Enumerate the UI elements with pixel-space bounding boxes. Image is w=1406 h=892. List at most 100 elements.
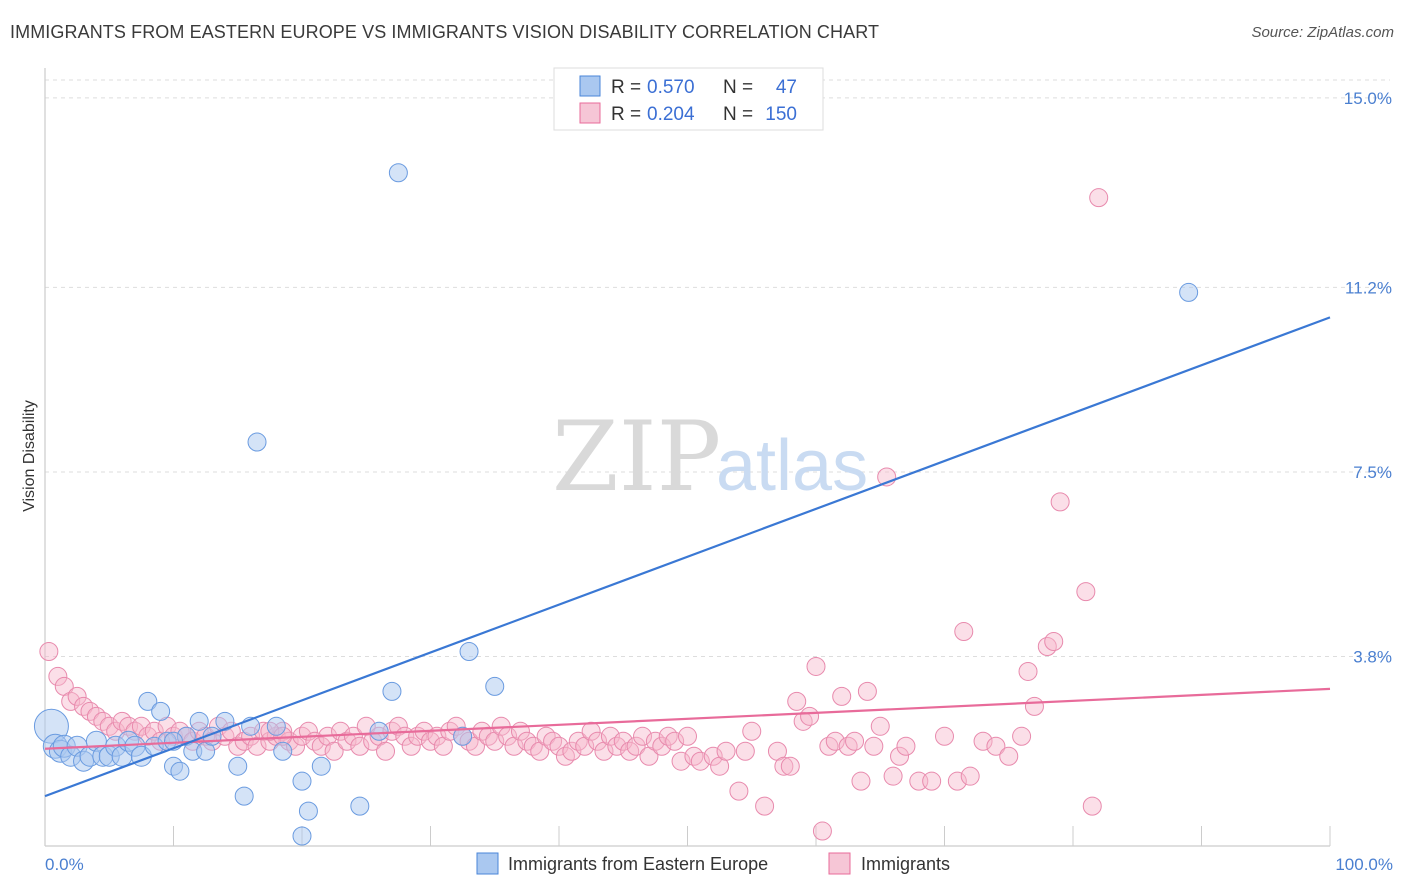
immigrants-point bbox=[742, 721, 762, 741]
immigrants-point bbox=[472, 721, 492, 741]
immigrants-point bbox=[80, 701, 100, 721]
immigrants-point bbox=[787, 691, 807, 711]
immigrants-point bbox=[61, 691, 81, 711]
stats-legend-r-value-blue: 0.570 bbox=[647, 77, 695, 98]
y-tick-label-0: 3.8% bbox=[1353, 647, 1392, 666]
immigrants-point bbox=[658, 726, 678, 746]
immigrants-point bbox=[678, 726, 697, 746]
immigrants-point bbox=[131, 716, 151, 736]
immigrants-point bbox=[421, 731, 440, 751]
stats-legend-r-value-pink: 0.204 bbox=[647, 104, 695, 125]
immigrants-point bbox=[890, 746, 910, 766]
eastern-europe-point bbox=[247, 432, 267, 452]
eastern-europe-point bbox=[485, 676, 505, 696]
immigrants-point bbox=[112, 711, 132, 731]
immigrants-point bbox=[800, 706, 820, 726]
immigrants-point bbox=[1024, 696, 1044, 716]
x-tick-label-0: 0.0% bbox=[45, 855, 84, 874]
immigrants-trend-line bbox=[44, 687, 1331, 750]
immigrants-point bbox=[376, 741, 396, 761]
immigrants-point bbox=[99, 716, 119, 736]
immigrants-point bbox=[388, 716, 408, 736]
immigrants-point bbox=[311, 736, 331, 756]
immigrants-point bbox=[825, 731, 845, 751]
immigrants-point bbox=[48, 666, 68, 686]
immigrants-point bbox=[74, 696, 94, 716]
bottom-legend-swatch-immigrants bbox=[828, 852, 851, 875]
eastern-europe-point bbox=[298, 801, 318, 821]
y-tick-label-2: 11.2% bbox=[1345, 278, 1392, 297]
eastern-europe-point bbox=[453, 726, 473, 746]
immigrants-point bbox=[523, 736, 543, 756]
x-ticks bbox=[173, 826, 1331, 846]
eastern-europe-point bbox=[234, 786, 254, 806]
watermark: ZIP atlas bbox=[552, 401, 868, 513]
immigrants-point bbox=[671, 751, 691, 771]
stats-legend-n-label-pink: N = bbox=[723, 104, 753, 125]
immigrants-point bbox=[626, 736, 646, 756]
immigrants-point bbox=[838, 736, 858, 756]
immigrants-point bbox=[1050, 492, 1070, 512]
stats-legend-r-label-blue: R = bbox=[611, 77, 641, 98]
immigrants-point bbox=[517, 731, 537, 751]
immigrants-point bbox=[343, 726, 363, 746]
immigrants-point bbox=[600, 726, 620, 746]
eastern-europe-point bbox=[292, 826, 312, 846]
immigrants-point bbox=[543, 731, 563, 751]
eastern-europe-point bbox=[170, 761, 190, 781]
eastern-europe-point bbox=[273, 741, 293, 761]
eastern-europe-point bbox=[292, 771, 312, 791]
immigrants-point bbox=[684, 746, 704, 766]
immigrants-point bbox=[960, 766, 980, 786]
trend-lines bbox=[44, 316, 1331, 798]
stats-legend-r-label-pink: R = bbox=[611, 104, 641, 125]
immigrants-point bbox=[812, 821, 832, 841]
eastern-europe-point bbox=[228, 756, 248, 776]
immigrants-point bbox=[845, 731, 865, 751]
eastern-europe-point bbox=[350, 796, 370, 816]
immigrants-point bbox=[935, 726, 954, 746]
eastern-europe-point bbox=[215, 711, 235, 731]
immigrants-point bbox=[555, 746, 575, 766]
immigrants-point bbox=[922, 771, 942, 791]
immigrants-point bbox=[819, 736, 839, 756]
stats-legend-n-value-pink: 150 bbox=[765, 104, 797, 125]
immigrants-point bbox=[729, 781, 749, 801]
stats-legend-n-value-blue: 47 bbox=[776, 77, 797, 98]
chart-source: Source: ZipAtlas.com bbox=[1251, 24, 1394, 41]
immigrants-point bbox=[1044, 632, 1064, 652]
immigrants-point bbox=[793, 711, 813, 731]
immigrants-point bbox=[568, 731, 588, 751]
eastern-europe-point bbox=[151, 701, 171, 721]
immigrants-point bbox=[999, 746, 1019, 766]
eastern-europe-point bbox=[388, 163, 408, 183]
immigrants-point bbox=[645, 731, 665, 751]
immigrants-point bbox=[780, 756, 800, 776]
eastern-europe-point bbox=[138, 691, 158, 711]
y-tick-label-1: 7.5% bbox=[1353, 463, 1392, 482]
immigrants-point bbox=[620, 741, 640, 761]
x-tick-labels: 0.0% 100.0% bbox=[45, 855, 1393, 874]
immigrants-point bbox=[986, 736, 1006, 756]
eastern-europe-point bbox=[311, 756, 331, 776]
immigrants-point bbox=[1082, 796, 1102, 816]
eastern-europe-point bbox=[1179, 282, 1199, 302]
y-axis-title: Vision Disability bbox=[21, 400, 38, 512]
eastern-europe-point bbox=[459, 642, 479, 661]
immigrants-point bbox=[832, 686, 852, 706]
eastern-europe-point bbox=[369, 721, 389, 741]
immigrants-point bbox=[690, 751, 710, 771]
y-tick-labels: 3.8% 7.5% 11.2% 15.0% bbox=[1344, 89, 1392, 667]
immigrants-point bbox=[67, 686, 87, 706]
immigrants-point bbox=[350, 736, 370, 756]
x-tick-label-1: 100.0% bbox=[1335, 855, 1393, 874]
watermark-zip: ZIP bbox=[552, 401, 721, 513]
stats-legend-swatch-blue bbox=[579, 75, 601, 97]
immigrants-point bbox=[93, 711, 113, 731]
watermark-atlas: atlas bbox=[716, 426, 868, 506]
immigrants-point bbox=[774, 756, 794, 776]
immigrants-point bbox=[973, 731, 993, 751]
immigrants-point bbox=[613, 731, 633, 751]
immigrants-point bbox=[735, 741, 755, 761]
